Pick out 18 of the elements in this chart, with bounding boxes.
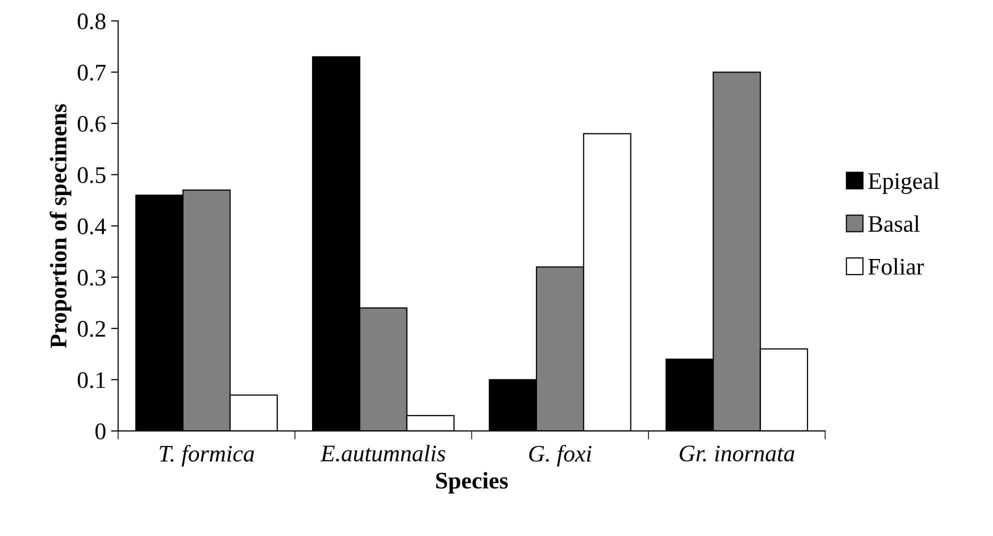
x-tick-label: Gr. inornata <box>680 446 794 462</box>
y-tick-label: 0.7 <box>78 64 106 81</box>
y-tick-label: 0.6 <box>78 116 106 132</box>
y-axis-title: Proportion of specimens <box>50 104 72 348</box>
y-tick-label: 0.1 <box>78 372 105 388</box>
x-tick-label: T. formica <box>160 444 254 466</box>
legend-label: Epigeal <box>868 172 940 194</box>
legend-label: Basal <box>868 215 920 232</box>
y-tick-label: 0 <box>95 423 106 440</box>
x-tick-label: G. foxi <box>529 444 592 466</box>
x-axis-title: Species <box>436 472 508 494</box>
legend-label: Foliar <box>868 258 924 275</box>
x-tick-label: E.autumnalis <box>320 444 446 462</box>
y-tick-label: 0.2 <box>78 320 106 337</box>
y-tick-label: 0.4 <box>78 218 106 234</box>
y-tick-label: 0.3 <box>78 270 106 286</box>
y-tick-label: 0.5 <box>78 167 106 184</box>
y-tick-label: 0.8 <box>78 13 106 30</box>
